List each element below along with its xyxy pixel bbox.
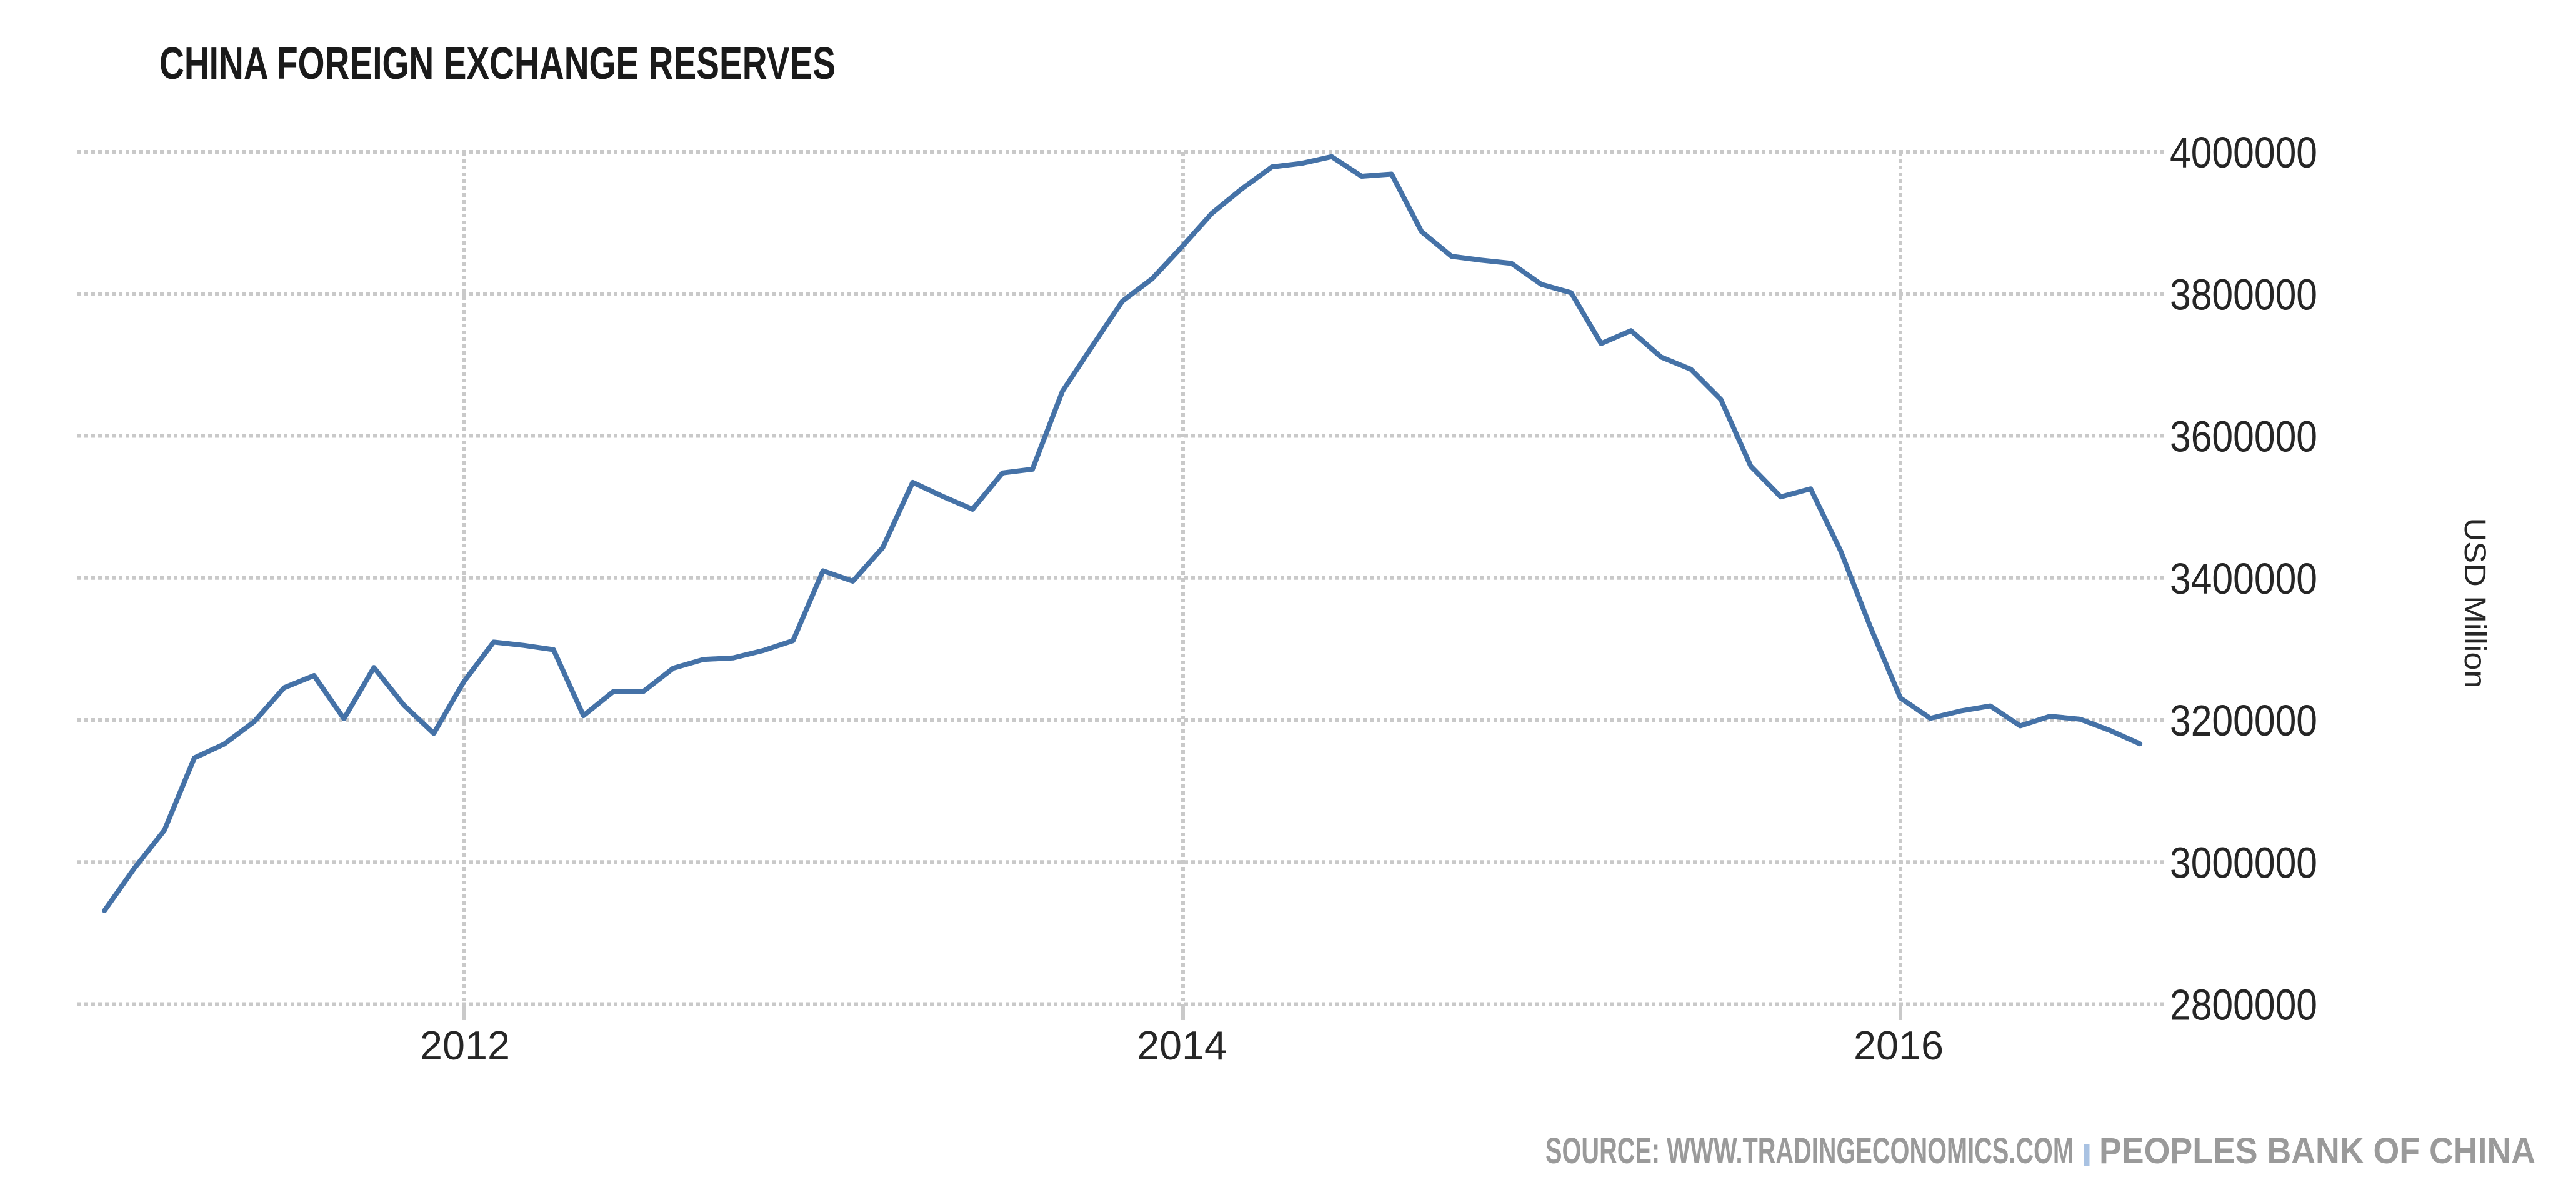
svg-text:3800000: 3800000 <box>2170 270 2317 319</box>
svg-text:USD Million: USD Million <box>2458 518 2491 689</box>
svg-text:CHINA FOREIGN EXCHANGE RESERVE: CHINA FOREIGN EXCHANGE RESERVES <box>159 39 836 89</box>
svg-text:2800000: 2800000 <box>2170 981 2317 1029</box>
svg-text:3200000: 3200000 <box>2170 696 2317 745</box>
svg-text:2016: 2016 <box>1854 1022 1944 1068</box>
svg-text:2012: 2012 <box>420 1022 510 1068</box>
svg-text:SOURCE: WWW.TRADINGECONOMICS.C: SOURCE: WWW.TRADINGECONOMICS.COM <box>1545 1131 2074 1171</box>
svg-text:4000000: 4000000 <box>2170 128 2317 177</box>
svg-text:3000000: 3000000 <box>2170 838 2317 887</box>
svg-text:3400000: 3400000 <box>2170 554 2317 603</box>
svg-text:3600000: 3600000 <box>2170 412 2317 461</box>
svg-text:2014: 2014 <box>1137 1022 1227 1068</box>
svg-text:PEOPLES BANK OF CHINA: PEOPLES BANK OF CHINA <box>2099 1131 2535 1171</box>
